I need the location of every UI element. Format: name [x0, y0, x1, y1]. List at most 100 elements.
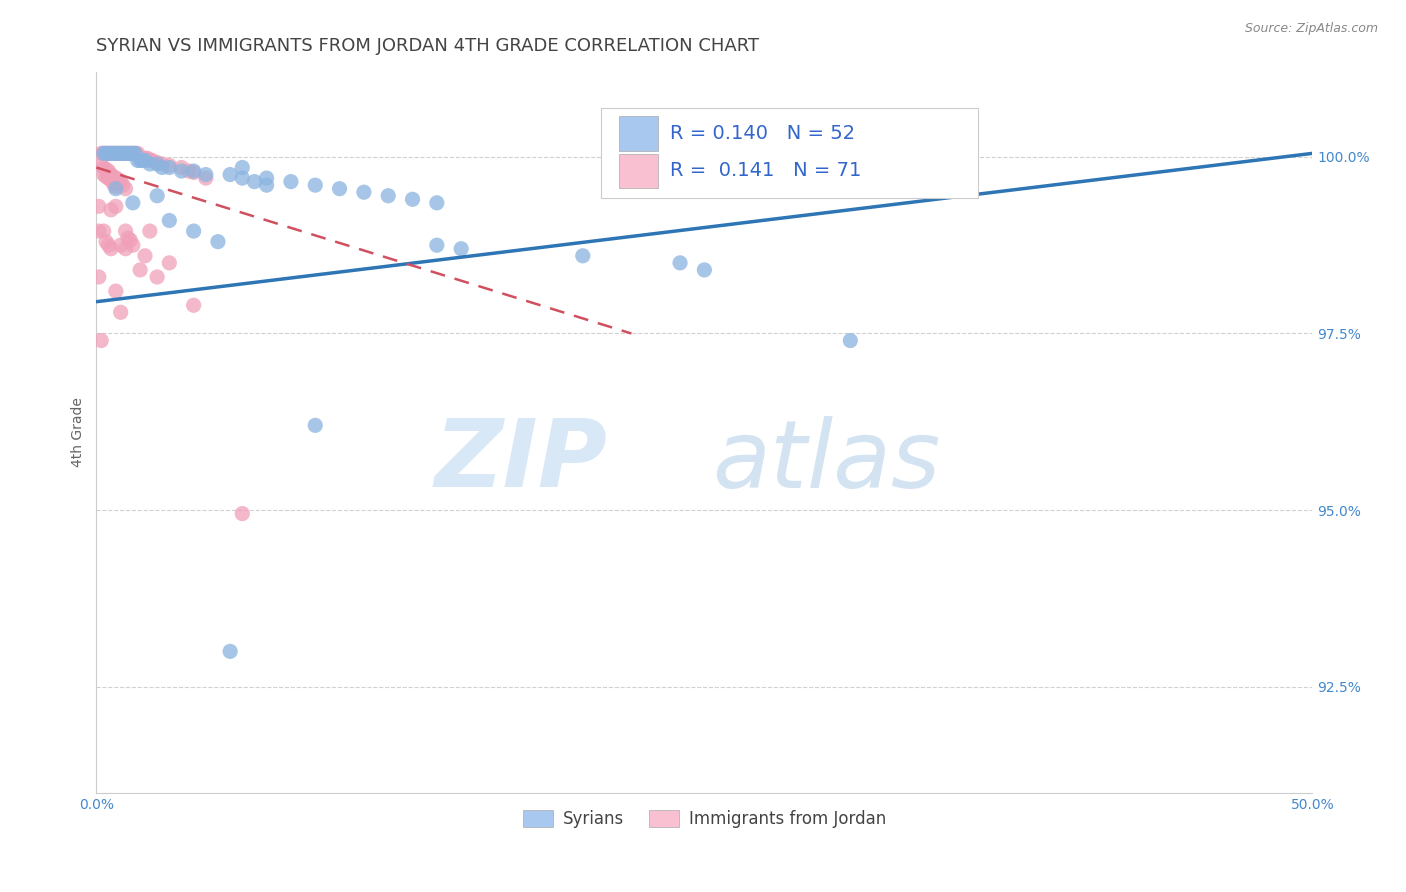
Point — [231, 161, 253, 175]
Point — [90, 334, 112, 348]
Point — [100, 173, 122, 187]
FancyBboxPatch shape — [619, 116, 658, 151]
Point — [110, 146, 132, 161]
Point — [129, 151, 152, 165]
Point — [100, 242, 122, 256]
Point — [104, 199, 127, 213]
Point — [87, 224, 110, 238]
Point — [194, 168, 217, 182]
Text: R =  0.141   N = 71: R = 0.141 N = 71 — [671, 161, 862, 180]
Point — [256, 178, 278, 193]
Point — [100, 168, 122, 182]
Point — [120, 146, 142, 161]
Point — [114, 182, 136, 196]
Point — [304, 418, 326, 433]
Point — [353, 185, 375, 199]
Point — [426, 238, 449, 252]
Point — [136, 151, 159, 165]
Point — [97, 171, 120, 186]
Point — [112, 178, 135, 193]
Point — [219, 168, 242, 182]
Point — [97, 164, 120, 178]
Point — [94, 146, 117, 161]
Point — [104, 284, 127, 298]
Point — [146, 155, 169, 169]
Point — [103, 177, 125, 191]
Point — [112, 146, 135, 161]
Point — [100, 146, 122, 161]
Text: Source: ZipAtlas.com: Source: ZipAtlas.com — [1244, 22, 1378, 36]
Point — [183, 164, 205, 178]
Point — [103, 146, 125, 161]
Point — [103, 146, 125, 161]
Point — [90, 158, 112, 172]
Point — [693, 263, 716, 277]
Text: SYRIAN VS IMMIGRANTS FROM JORDAN 4TH GRADE CORRELATION CHART: SYRIAN VS IMMIGRANTS FROM JORDAN 4TH GRA… — [97, 37, 759, 55]
Point — [93, 161, 115, 175]
Point — [146, 188, 169, 202]
Point — [207, 235, 229, 249]
Point — [139, 157, 162, 171]
Point — [256, 171, 278, 186]
Point — [243, 175, 266, 189]
Point — [94, 235, 117, 249]
Point — [114, 224, 136, 238]
Point — [124, 146, 146, 161]
Point — [134, 153, 156, 168]
Point — [146, 270, 169, 285]
Point — [94, 169, 117, 184]
Point — [571, 249, 593, 263]
Point — [117, 146, 139, 161]
Point — [104, 171, 127, 186]
Point — [139, 153, 162, 168]
Point — [87, 270, 110, 285]
Point — [114, 146, 136, 161]
Point — [117, 231, 139, 245]
Point — [450, 242, 472, 256]
Legend: Syrians, Immigrants from Jordan: Syrians, Immigrants from Jordan — [516, 804, 893, 835]
Point — [107, 146, 129, 161]
Point — [114, 146, 136, 161]
Point — [104, 146, 127, 161]
Point — [183, 165, 205, 179]
Point — [127, 153, 149, 168]
Point — [129, 153, 152, 168]
Point — [401, 192, 423, 206]
Point — [134, 151, 156, 165]
Point — [839, 334, 862, 348]
Point — [120, 233, 142, 247]
Point — [304, 178, 326, 193]
Point — [103, 169, 125, 184]
Point — [669, 256, 692, 270]
Point — [131, 151, 153, 165]
Point — [97, 146, 120, 161]
Point — [110, 305, 132, 319]
Point — [93, 146, 115, 161]
Point — [107, 172, 129, 186]
Point — [129, 263, 152, 277]
Point — [121, 195, 143, 210]
Point — [134, 249, 156, 263]
Text: ZIP: ZIP — [434, 415, 607, 508]
Point — [377, 188, 399, 202]
FancyBboxPatch shape — [619, 153, 658, 188]
Point — [112, 146, 135, 161]
Text: R = 0.140   N = 52: R = 0.140 N = 52 — [671, 124, 855, 143]
Point — [93, 146, 115, 161]
Point — [231, 507, 253, 521]
Point — [131, 153, 153, 168]
Point — [231, 171, 253, 186]
Point — [157, 161, 180, 175]
Point — [117, 146, 139, 161]
Point — [120, 146, 142, 161]
Point — [157, 158, 180, 172]
Point — [107, 146, 129, 161]
Point — [157, 256, 180, 270]
Point — [146, 157, 169, 171]
Point — [121, 238, 143, 252]
Point — [87, 199, 110, 213]
Point — [90, 146, 112, 161]
Point — [329, 182, 352, 196]
Point — [94, 146, 117, 161]
Point — [170, 164, 193, 178]
